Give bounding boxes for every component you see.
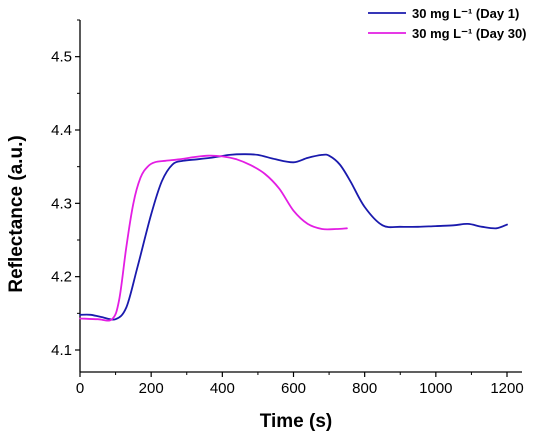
x-tick-label: 0 xyxy=(76,380,84,397)
y-tick-label: 4.2 xyxy=(51,269,72,286)
x-tick-label: 800 xyxy=(352,380,377,397)
y-tick-label: 4.1 xyxy=(51,342,72,359)
series-line-2 xyxy=(79,154,348,322)
x-tick-label: 600 xyxy=(281,380,306,397)
y-tick-label: 4.4 xyxy=(51,122,72,139)
legend-label-1: 30 mg L⁻¹ (Day 1) xyxy=(412,6,519,21)
y-axis-title: Reflectance (a.u.) xyxy=(6,135,27,292)
y-tick-label: 4.3 xyxy=(51,195,72,212)
y-tick-label: 4.5 xyxy=(51,49,72,66)
legend: 30 mg L⁻¹ (Day 1) 30 mg L⁻¹ (Day 30) xyxy=(368,6,527,41)
ticks: 0 200 400 600 800 1000 1200 4.1 4.2 4.3 4.4 4.5 xyxy=(51,19,524,397)
x-tick-label: 1200 xyxy=(490,380,523,397)
x-tick-label: 400 xyxy=(210,380,235,397)
x-tick-label: 1000 xyxy=(419,380,452,397)
series-layer xyxy=(79,153,508,322)
axes xyxy=(79,20,522,373)
series-line-1 xyxy=(79,153,508,321)
x-axis-title: Time (s) xyxy=(260,411,333,432)
x-tick-label: 200 xyxy=(139,380,164,397)
legend-label-2: 30 mg L⁻¹ (Day 30) xyxy=(412,26,527,41)
